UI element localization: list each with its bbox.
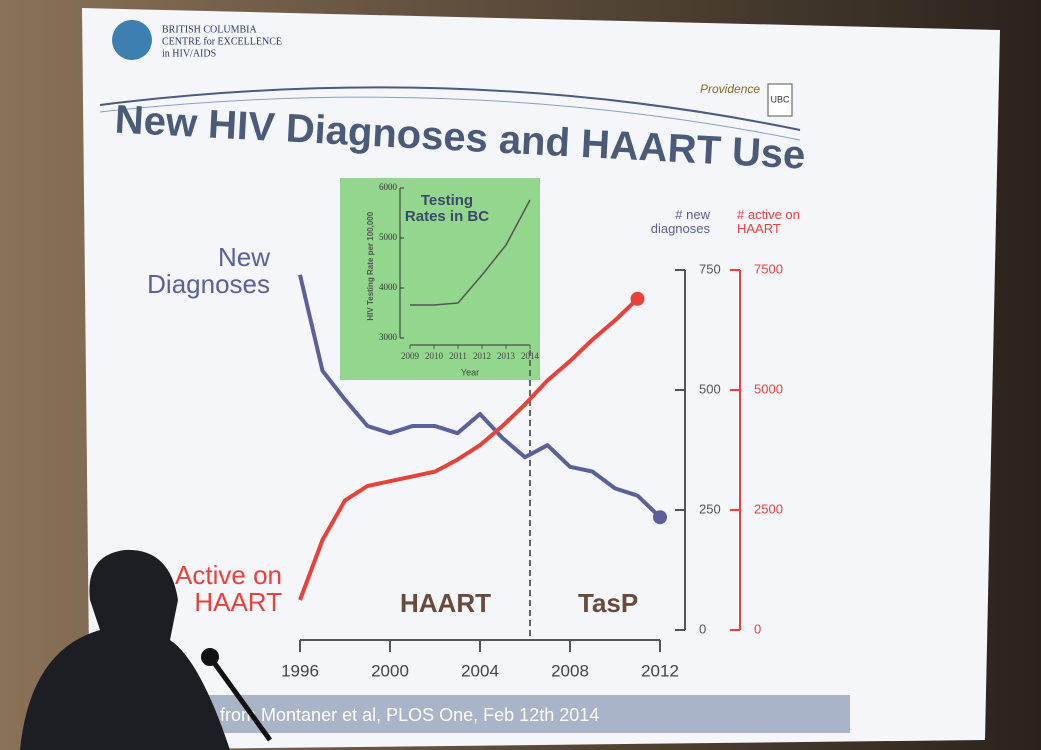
series-label: Active on HAART xyxy=(140,562,282,617)
y-tick-label: 7500 xyxy=(754,261,783,276)
logo-text: UBC xyxy=(770,94,790,104)
y-tick-label: 3000 xyxy=(379,332,398,342)
y-axis-label: HIV Testing Rate per 100,000 xyxy=(367,211,375,321)
y-tick-label: 0 xyxy=(754,621,761,636)
x-tick-label: 1996 xyxy=(281,661,319,680)
y-axis-label: # new diagnoses xyxy=(640,208,710,235)
org-name: CENTRE for EXCELLENCE xyxy=(162,36,282,47)
x-tick-label: 2014 xyxy=(521,351,540,361)
y-tick-label: 0 xyxy=(699,621,706,636)
end-marker xyxy=(631,292,645,306)
y-tick-label: 4000 xyxy=(379,282,398,292)
inset-title: Testing Rates in BC xyxy=(402,193,492,225)
y-tick-label: 5000 xyxy=(379,232,398,242)
y-tick-label: 250 xyxy=(699,501,721,516)
annotation: HAART xyxy=(400,590,491,617)
y2-axis-label: # active on HAART xyxy=(737,208,807,235)
x-tick-label: 2000 xyxy=(371,661,409,680)
y-tick-label: 750 xyxy=(699,261,721,276)
x-tick-label: 2012 xyxy=(641,661,679,680)
x-tick-label: 2004 xyxy=(461,661,499,680)
x-tick-label: 2009 xyxy=(401,351,420,361)
x-tick-label: 2008 xyxy=(551,661,589,680)
footer: dified from Montaner et al, PLOS One, Fe… xyxy=(172,705,599,725)
x-axis-label: Year xyxy=(461,367,479,377)
x-tick-label: 2012 xyxy=(473,351,491,361)
annotation: TasP xyxy=(578,590,638,617)
x-tick-label: 2011 xyxy=(449,351,467,361)
x-tick-label: 2013 xyxy=(497,351,516,361)
org-name: BRITISH COLUMBIA xyxy=(162,24,258,35)
org-name: in HIV/AIDS xyxy=(162,48,216,59)
page: dified from Montaner et al, PLOS One, Fe… xyxy=(0,0,1041,750)
series-label: New Diagnoses xyxy=(130,244,270,299)
y-tick-label: 2500 xyxy=(754,501,783,516)
y-tick-label: 6000 xyxy=(379,182,398,192)
slide: dified from Montaner et al, PLOS One, Fe… xyxy=(0,0,1041,750)
y-tick-label: 500 xyxy=(699,381,721,396)
logo xyxy=(112,20,152,60)
y-tick-label: 5000 xyxy=(754,381,783,396)
x-tick-label: 2010 xyxy=(425,351,444,361)
end-marker xyxy=(653,510,667,524)
logo-text: Providence xyxy=(700,82,760,96)
